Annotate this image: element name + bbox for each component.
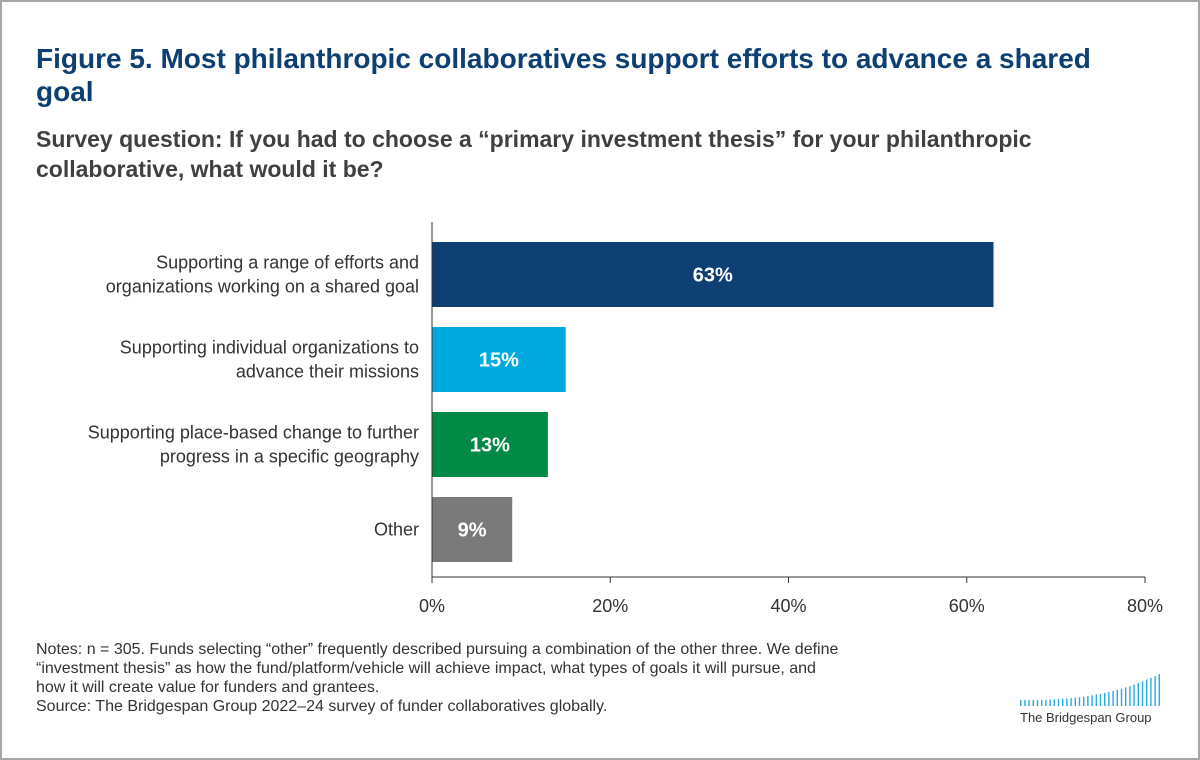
logo-bar bbox=[1133, 684, 1135, 706]
bar-chart: 63% Supporting a range of efforts and orga… bbox=[88, 222, 1163, 616]
logo-bar bbox=[1066, 698, 1068, 706]
x-tick-label: 20% bbox=[592, 596, 628, 616]
logo-bar bbox=[1146, 679, 1148, 706]
x-tick-label: 60% bbox=[949, 596, 985, 616]
bar bbox=[432, 412, 548, 477]
logo-bar bbox=[1116, 689, 1118, 706]
x-tick-label: 0% bbox=[419, 596, 445, 616]
logo-bar bbox=[1095, 694, 1097, 706]
category-label: Supporting individual organizations to bbox=[120, 338, 419, 358]
logo-bar bbox=[1120, 688, 1123, 706]
logo-bar bbox=[1150, 677, 1152, 706]
category-label: advance their missions bbox=[236, 362, 419, 382]
logo-bar bbox=[1070, 698, 1072, 706]
category-label: Supporting a range of efforts and bbox=[156, 253, 419, 273]
bar bbox=[432, 497, 513, 562]
x-tick-label: 80% bbox=[1127, 596, 1163, 616]
bridgespan-logo: The Bridgespan Group bbox=[1020, 672, 1170, 732]
logo-name: The Bridgespan Group bbox=[1020, 710, 1152, 725]
notes-line: Notes: n = 305. Funds selecting “other” … bbox=[36, 641, 839, 658]
x-tick-label: 40% bbox=[770, 596, 806, 616]
logo-bar bbox=[1078, 697, 1081, 706]
notes: Notes: n = 305. Funds selecting “other” … bbox=[36, 640, 996, 716]
logo-bar bbox=[1125, 687, 1127, 706]
logo-bar bbox=[1099, 693, 1102, 706]
category-label: Other bbox=[374, 520, 419, 540]
bar-data-label: 9% bbox=[458, 520, 487, 542]
logo-bar bbox=[1036, 699, 1039, 706]
logo-bars-icon bbox=[1020, 674, 1160, 706]
logo-bar bbox=[1041, 699, 1043, 706]
logo-bar bbox=[1024, 700, 1026, 706]
category-label: organizations working on a shared goal bbox=[106, 277, 419, 297]
category-label: Supporting place-based change to further bbox=[88, 423, 419, 443]
figure-title: Figure 5. Most philanthropic collaborati… bbox=[36, 43, 1091, 107]
logo-bar bbox=[1129, 686, 1131, 706]
notes-line: “investment thesis” as how the fund/plat… bbox=[36, 660, 816, 677]
logo-bar bbox=[1104, 692, 1106, 706]
logo-bar bbox=[1053, 699, 1055, 706]
bar bbox=[432, 327, 566, 392]
logo-bar bbox=[1074, 697, 1076, 706]
bar-data-label: 13% bbox=[470, 435, 510, 457]
category-label: progress in a specific geography bbox=[160, 447, 419, 467]
logo-bar bbox=[1137, 683, 1139, 706]
logo-bar bbox=[1154, 676, 1156, 706]
bar-data-label: 63% bbox=[693, 265, 733, 287]
logo-bar bbox=[1087, 696, 1089, 706]
logo-bar bbox=[1028, 700, 1030, 706]
logo-bar bbox=[1057, 699, 1060, 706]
notes-line: how it will create value for funders and… bbox=[36, 679, 380, 696]
logo-bar bbox=[1158, 674, 1160, 706]
figure-subtitle: Survey question: If you had to choose a … bbox=[36, 126, 1032, 182]
bar bbox=[432, 242, 994, 307]
source-line: Source: The Bridgespan Group 2022–24 sur… bbox=[36, 698, 608, 715]
logo-bar bbox=[1112, 690, 1114, 706]
logo-bar bbox=[1020, 700, 1022, 706]
logo-bar bbox=[1049, 699, 1051, 706]
logo-bar bbox=[1032, 699, 1034, 706]
bar-data-label: 15% bbox=[479, 350, 519, 372]
logo-bar bbox=[1045, 699, 1047, 706]
logo-bar bbox=[1108, 692, 1110, 706]
logo-bar bbox=[1091, 695, 1093, 706]
logo-bar bbox=[1062, 698, 1064, 706]
logo-bar bbox=[1083, 696, 1085, 706]
logo-bar bbox=[1141, 681, 1144, 706]
